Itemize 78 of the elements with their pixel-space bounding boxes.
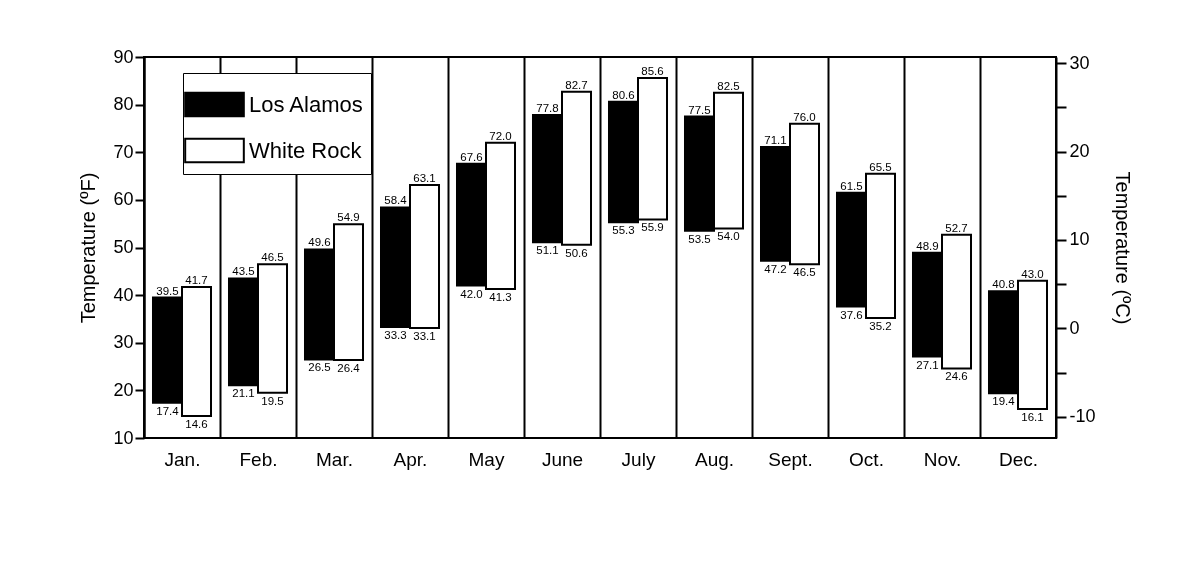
data-label: 52.7: [945, 221, 968, 234]
annotation: 35.2: [869, 319, 892, 332]
data-label: 58.4: [384, 194, 408, 207]
y2-tick-label: -10: [1069, 406, 1096, 427]
data-label: 71.1: [764, 134, 787, 147]
data-label: 77.8: [536, 102, 559, 115]
data-label: 46.5: [261, 251, 284, 264]
data-label: 40.8: [992, 278, 1015, 291]
y-tick-label: 20: [113, 379, 134, 400]
annotation: 54.0: [717, 230, 740, 243]
x-tick-label: Aug.: [694, 448, 735, 470]
x-tick-label: Feb.: [239, 448, 278, 470]
y-tick-label: 80: [113, 94, 134, 115]
data-label: 41.7: [185, 274, 208, 287]
annotation: 17.4: [156, 404, 180, 417]
annotation: 53.5: [688, 232, 711, 245]
y-tick-label: 10: [113, 427, 134, 448]
data-label: 39.5: [156, 284, 179, 297]
annotation: 41.3: [489, 290, 512, 303]
x-tick-label: Mar.: [316, 448, 353, 470]
y-axis-title: Temperature (ºF): [77, 172, 100, 324]
annotation: 37.6: [840, 308, 863, 321]
annotation: 46.5: [793, 266, 816, 279]
annotation: 16.1: [1021, 410, 1044, 423]
y-tick-label: 70: [113, 141, 134, 162]
data-label: 67.6: [460, 150, 483, 163]
data-label: 82.5: [717, 79, 740, 92]
x-tick-label: Dec.: [998, 448, 1039, 470]
y-tick-label: 50: [113, 237, 134, 257]
annotation: 47.2: [764, 262, 787, 275]
annotation: 50.6: [565, 246, 588, 259]
y2-axis-title: Temperature (ºC): [1111, 171, 1134, 325]
data-label: 80.6: [612, 88, 635, 101]
annotation: 26.5: [308, 361, 331, 374]
legend-label: White Rock: [249, 137, 363, 163]
data-label: 65.5: [869, 160, 892, 173]
y2-tick-label: 0: [1069, 317, 1080, 338]
annotation: 27.1: [916, 358, 939, 371]
annotation: 26.4: [337, 361, 361, 374]
x-tick-label: Nov.: [923, 448, 962, 470]
data-label: 76.0: [793, 110, 816, 123]
annotation: 42.0: [460, 287, 483, 300]
data-label: 43.5: [232, 265, 255, 278]
data-label: 48.9: [916, 239, 939, 252]
legend-label: Los Alamos: [249, 91, 363, 117]
data-label: 61.5: [840, 179, 863, 192]
x-tick-label: June: [541, 448, 584, 470]
annotation: 33.1: [413, 329, 436, 342]
y2-tick-label: 10: [1069, 229, 1090, 250]
y2-tick-label: 30: [1069, 52, 1090, 73]
data-label: 82.7: [565, 78, 588, 91]
data-label: 49.6: [308, 236, 331, 249]
y-tick-label: 90: [113, 46, 134, 67]
data-label: 54.9: [337, 211, 360, 224]
x-tick-label: July: [621, 448, 656, 470]
annotation: 19.5: [261, 394, 284, 407]
data-label: 43.0: [1021, 267, 1044, 280]
annotation: 33.3: [384, 329, 407, 342]
x-tick-label: May: [468, 448, 505, 470]
data-label: 72.0: [489, 129, 512, 142]
data-label: 77.5: [688, 103, 711, 116]
data-label: 85.6: [641, 64, 664, 77]
annotation: 24.6: [945, 370, 968, 383]
annotation: 55.3: [612, 224, 635, 237]
annotation: 19.4: [992, 395, 1016, 408]
y-tick-label: 30: [113, 332, 134, 353]
annotation: 51.1: [536, 244, 559, 257]
x-tick-label: Jan.: [164, 448, 201, 470]
x-tick-label: Apr.: [393, 448, 428, 470]
data-label: 63.1: [413, 172, 436, 185]
y2-tick-label: 20: [1069, 141, 1090, 162]
annotation: 14.6: [185, 418, 208, 431]
annotation: 55.9: [641, 221, 664, 234]
x-tick-label: Oct.: [849, 448, 884, 470]
y-tick-label: 40: [113, 284, 134, 305]
y-tick-label: 60: [113, 189, 134, 210]
annotation: 21.1: [232, 387, 255, 400]
x-tick-label: Sept.: [768, 448, 813, 470]
